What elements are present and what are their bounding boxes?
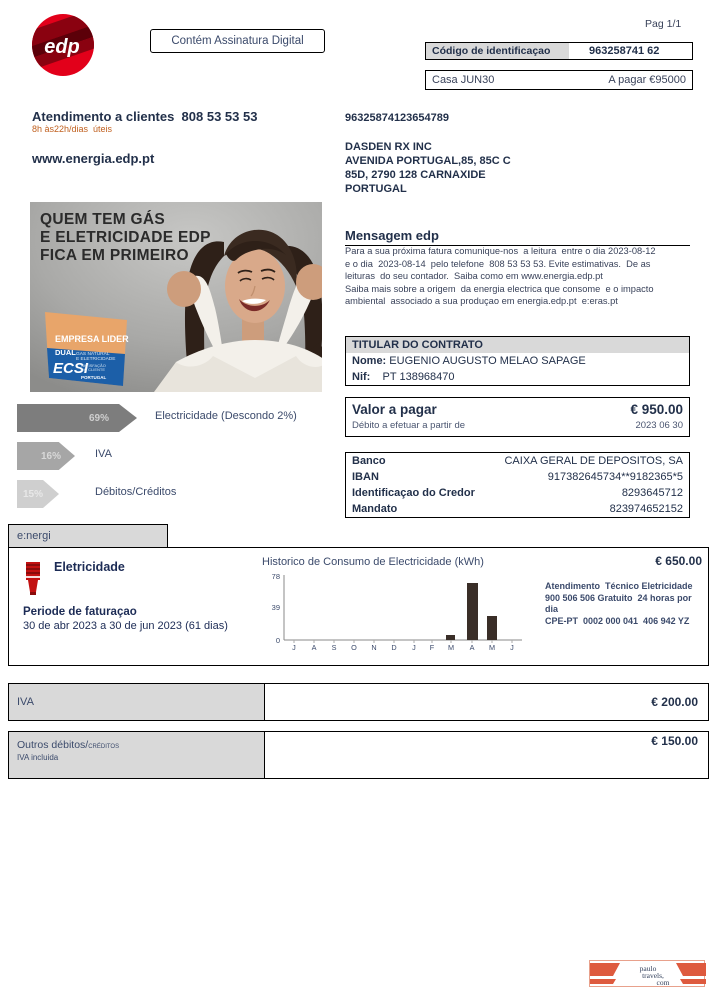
svg-text:M: M bbox=[489, 643, 495, 652]
svg-text:edp: edp bbox=[44, 36, 80, 58]
svg-text:39: 39 bbox=[272, 603, 280, 612]
svg-text:EMPRESA LIDER: EMPRESA LIDER bbox=[55, 334, 129, 344]
svg-text:F: F bbox=[430, 643, 435, 652]
svg-text:78: 78 bbox=[272, 572, 280, 581]
svg-text:J: J bbox=[292, 643, 296, 652]
svg-text:S: S bbox=[332, 643, 337, 652]
svg-text:D: D bbox=[391, 643, 396, 652]
svg-text:M: M bbox=[448, 643, 454, 652]
svg-text:com: com bbox=[657, 978, 670, 987]
svg-text:N: N bbox=[371, 643, 376, 652]
svg-text:O: O bbox=[351, 643, 357, 652]
svg-text:J: J bbox=[510, 643, 514, 652]
svg-text:DUAL: DUAL bbox=[55, 348, 76, 357]
svg-text:A: A bbox=[470, 643, 475, 652]
svg-text:0: 0 bbox=[276, 636, 280, 645]
svg-text:A: A bbox=[312, 643, 317, 652]
svg-text:DO CLIENTE: DO CLIENTE bbox=[81, 367, 105, 372]
svg-text:PORTUGAL: PORTUGAL bbox=[81, 375, 107, 380]
svg-text:J: J bbox=[412, 643, 416, 652]
